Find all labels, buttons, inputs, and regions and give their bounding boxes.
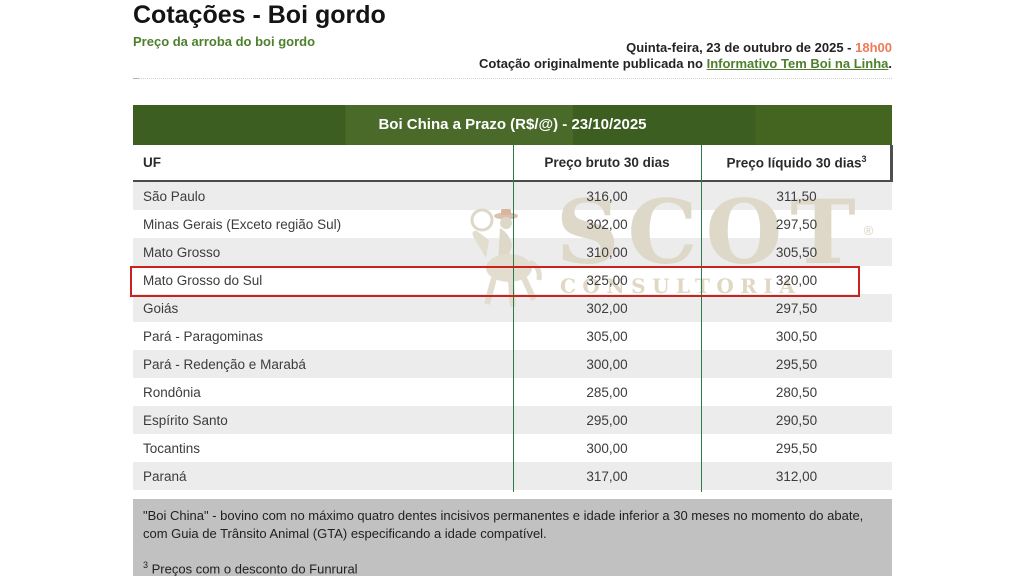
date-line: Quinta-feira, 23 de outubro de 2025 - 18… [479, 40, 892, 56]
preco-bruto-cell: 300,00 [586, 356, 628, 372]
boi-china-definition: "Boi China" - bovino com no máximo quatr… [143, 508, 864, 541]
source-line: Cotação originalmente publicada no Infor… [479, 56, 892, 72]
uf-cell: São Paulo [143, 188, 206, 204]
uf-cell: Mato Grosso [143, 244, 221, 260]
preco-liquido-cell: 305,50 [775, 244, 818, 260]
page-subtitle: Preço da arroba do boi gordo [133, 34, 316, 49]
preco-liquido-cell: 295,50 [775, 356, 818, 372]
preco-bruto-cell: 295,00 [586, 412, 628, 428]
column-header-uf: UF [143, 155, 161, 170]
footnote-marker: 3 [143, 560, 149, 570]
preco-liquido-cell: 311,50 [776, 188, 817, 204]
uf-cell: Pará - Paragominas [143, 328, 264, 344]
uf-cell: Paraná [143, 468, 187, 484]
time-text: 18h00 [855, 40, 892, 55]
preco-bruto-cell: 302,00 [586, 300, 628, 316]
preco-liquido-cell: 312,00 [775, 468, 818, 484]
column-header-preco-liquido: Preço líquido 30 dias3 [726, 154, 867, 171]
preco-bruto-cell: 317,00 [586, 468, 628, 484]
column-separator [701, 145, 702, 492]
quotes-table: Boi China a Prazo (R$/@) - 23/10/2025 UF… [133, 105, 893, 492]
preco-liquido-cell: 297,50 [775, 216, 818, 232]
table-row: Paraná 317,00 312,00 [133, 462, 892, 490]
table-row-highlighted: Mato Grosso do Sul 325,00 320,00 [133, 266, 892, 294]
table-row: Espírito Santo 295,00 290,50 [133, 406, 892, 434]
preco-bruto-cell: 325,00 [586, 272, 628, 288]
uf-cell: Espírito Santo [143, 412, 228, 428]
preco-bruto-cell: 300,00 [586, 440, 628, 456]
preco-liquido-cell: 280,50 [775, 384, 818, 400]
preco-liquido-cell: 297,50 [775, 300, 818, 316]
table-row: São Paulo 316,00 311,50 [133, 182, 892, 210]
table-row: Goiás 302,00 297,50 [133, 294, 892, 322]
table-row: Tocantins 300,00 295,50 [133, 434, 892, 462]
table-row: Minas Gerais (Exceto região Sul) 302,00 … [133, 210, 892, 238]
uf-cell: Tocantins [143, 440, 201, 456]
preco-bruto-cell: 310,00 [586, 244, 628, 260]
column-separator [513, 145, 514, 492]
table-rows: São Paulo 316,00 311,50 Minas Gerais (Ex… [133, 182, 892, 490]
divider-dotted [133, 78, 892, 79]
uf-cell: Rondônia [143, 384, 201, 400]
column-header-preco-bruto: Preço bruto 30 dias [544, 155, 670, 170]
preco-liquido-cell: 300,50 [775, 328, 818, 344]
preco-bruto-cell: 285,00 [586, 384, 628, 400]
source-suffix: . [888, 56, 892, 71]
uf-cell: Goiás [143, 300, 179, 316]
table-column-headers: UF Preço bruto 30 dias Preço líquido 30 … [133, 145, 892, 182]
table-row: Pará - Paragominas 305,00 300,50 [133, 322, 892, 350]
table-row: Pará - Redenção e Marabá 300,00 295,50 [133, 350, 892, 378]
source-link[interactable]: Informativo Tem Boi na Linha [706, 56, 889, 71]
footer-note-block: "Boi China" - bovino com no máximo quatr… [133, 499, 892, 576]
source-prefix: Cotação originalmente publicada no [479, 56, 707, 71]
date-text: Quinta-feira, 23 de outubro de 2025 - [626, 40, 856, 55]
publication-meta: Quinta-feira, 23 de outubro de 2025 - 18… [479, 40, 892, 72]
uf-cell: Mato Grosso do Sul [143, 272, 263, 288]
page-title: Cotações - Boi gordo [133, 1, 386, 29]
preco-liquido-cell: 290,50 [775, 412, 818, 428]
preco-liquido-cell: 320,00 [775, 272, 818, 288]
uf-cell: Pará - Redenção e Marabá [143, 356, 306, 372]
preco-liquido-cell: 295,50 [775, 440, 818, 456]
uf-cell: Minas Gerais (Exceto região Sul) [143, 216, 342, 232]
table-row: Rondônia 285,00 280,50 [133, 378, 892, 406]
header-right-border [890, 145, 893, 182]
table-title-bar: Boi China a Prazo (R$/@) - 23/10/2025 [133, 105, 892, 145]
funrural-footnote: 3 Preços com o desconto do Funrural [143, 560, 358, 576]
preco-bruto-cell: 302,00 [586, 216, 628, 232]
preco-bruto-cell: 316,00 [586, 188, 628, 204]
preco-bruto-cell: 305,00 [586, 328, 628, 344]
footnote-marker: 3 [861, 154, 867, 165]
